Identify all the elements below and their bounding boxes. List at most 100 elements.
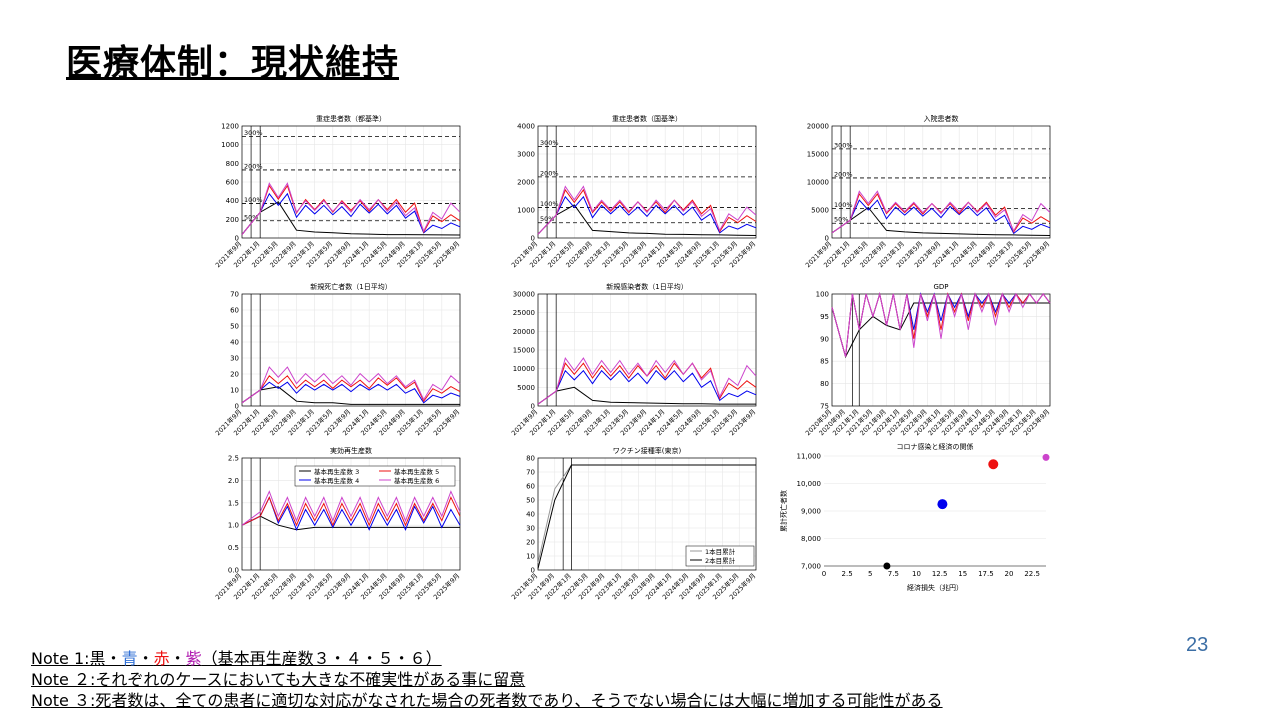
chart-title: ワクチン接種率(東京)	[613, 446, 682, 455]
page-number: 23	[1186, 634, 1209, 656]
y-tick-label: 25000	[513, 309, 535, 317]
y-tick-label: 0.0	[228, 567, 239, 575]
y-tick-label: 60	[230, 307, 239, 315]
series-line-black	[537, 464, 756, 569]
y-tick-label: 5000	[811, 207, 829, 215]
series-line-blue	[537, 369, 757, 405]
chart-vaccination: ワクチン接種率(東京)010203040506070802021年5月2021年…	[509, 446, 757, 601]
x-tick-label: 5	[868, 570, 872, 578]
series-line-black	[241, 386, 460, 405]
notes: Note 1:黒・青・赤・紫（基本再生産数３・４・５・６） Note ２:それぞ…	[31, 648, 943, 711]
y-tick-label: 20000	[807, 123, 829, 131]
chart-title: 重症患者数（国基準）	[612, 114, 682, 123]
plot-frame	[241, 125, 461, 239]
series-line-black	[241, 201, 461, 236]
chart-hospitalized: 入院患者数050001000015000200002021年9月2022年1月2…	[803, 114, 1051, 269]
y-tick-label: 2000	[517, 179, 535, 187]
y-tick-label: 1200	[221, 123, 239, 131]
y-tick-label: 600	[226, 179, 239, 187]
ref-line-label: 100%	[540, 200, 559, 208]
y-tick-label: 10	[526, 553, 535, 561]
x-tick-label: 7.5	[888, 570, 899, 578]
plot-frame	[241, 293, 461, 407]
series-line-black	[241, 515, 460, 531]
legend-entry: 1本目累計	[705, 547, 736, 556]
y-tick-label: 7,000	[801, 563, 821, 571]
plot-frame	[831, 293, 1051, 407]
y-tick-label: 15000	[807, 151, 829, 159]
note-1-purple: 紫	[185, 649, 202, 668]
note-1-sep: ・	[137, 649, 154, 668]
chart-covid-economy: コロナ感染と経済の関係 7,000 8,000 9,000 10,000 11,000 0 2…	[779, 442, 1050, 592]
x-tick-label: 12.5	[932, 570, 948, 578]
y-tick-label: 200	[226, 216, 239, 224]
note-1-black: 黒	[89, 649, 106, 668]
series-line-red	[241, 375, 461, 404]
series-line-red	[537, 362, 757, 405]
y-tick-label: 70	[526, 469, 535, 477]
chart-title: 入院患者数	[924, 114, 959, 123]
y-tick-label: 9,000	[801, 508, 821, 516]
plot-frame	[537, 125, 757, 239]
legend-box	[685, 545, 755, 567]
y-tick-label: 3000	[517, 151, 535, 159]
x-tick-label: 15	[958, 570, 967, 578]
y-tick-label: 20	[526, 539, 535, 547]
chart-severe-national: 重症患者数（国基準）010002000300040002021年9月2022年1…	[509, 114, 757, 269]
y-tick-label: 20000	[513, 328, 535, 336]
plot-frame	[241, 457, 461, 571]
y-tick-label: 10,000	[797, 480, 822, 488]
series-line-blue	[831, 199, 1051, 235]
scatter-point-purple	[1042, 453, 1050, 461]
y-tick-label: 2.0	[228, 477, 239, 485]
scatter-point-red	[988, 459, 999, 470]
note-3: Note ３:死者数は、全ての患者に適切な対応がなされた場合の死者数であり、そう…	[31, 691, 943, 710]
y-tick-label: 0.5	[228, 544, 239, 552]
chart-new-infections: 新規感染者数（1日平均） 0 5000 10000 15000 20000 25000 300…	[509, 282, 757, 437]
y-tick-label: 1000	[517, 207, 535, 215]
y-tick-label: 0	[825, 235, 829, 243]
plot-frame	[831, 125, 1051, 239]
y-tick-label: 60	[526, 483, 535, 491]
series-line-blue	[241, 381, 461, 404]
chart-severe-tokyo: 重症患者数（都基準）0200400600800100012002021年9月20…	[213, 114, 461, 269]
y-tick-label: 8,000	[801, 535, 821, 543]
scatter-point-black	[883, 562, 891, 570]
series-line-red	[241, 496, 461, 527]
series-line-black	[537, 386, 756, 405]
chart-title: 新規死亡者数（1日平均）	[310, 282, 391, 291]
y-tick-label: 0	[531, 235, 535, 243]
y-tick-label: 85	[820, 358, 829, 366]
series-line-purple	[537, 185, 757, 235]
y-tick-label: 80	[820, 380, 829, 388]
y-tick-label: 30000	[513, 291, 535, 299]
legend-box	[294, 465, 456, 487]
series-line-purple	[537, 356, 757, 405]
y-tick-label: 0	[235, 403, 239, 411]
y-tick-label: 11,000	[797, 453, 822, 461]
note-1-blue: 青	[121, 649, 138, 668]
y-axis-label: 累計死亡者数	[779, 490, 788, 532]
x-tick-label: 20	[1005, 570, 1014, 578]
ref-line-label: 300%	[540, 139, 559, 147]
y-tick-label: 80	[526, 455, 535, 463]
y-tick-label: 30	[230, 355, 239, 363]
y-tick-label: 800	[226, 160, 239, 168]
chart-title: 重症患者数（都基準）	[316, 114, 386, 123]
plot-frame	[537, 293, 757, 407]
y-tick-label: 20	[230, 371, 239, 379]
y-tick-label: 400	[226, 197, 239, 205]
ref-line-label: 300%	[834, 141, 853, 149]
legend-entry: 2本目累計	[705, 556, 736, 565]
y-tick-label: 10000	[807, 179, 829, 187]
legend-entry: 基本再生産数 5	[394, 467, 439, 476]
x-tick-label: 22.5	[1024, 570, 1040, 578]
y-tick-label: 50	[526, 497, 535, 505]
series-line-purple	[241, 182, 461, 235]
x-tick-label: 2.5	[842, 570, 853, 578]
ref-line-label: 300%	[244, 129, 263, 137]
note-1-suffix: （基本再生産数３・４・５・６）	[201, 649, 442, 668]
y-tick-label: 1.5	[228, 499, 239, 507]
y-tick-label: 0	[531, 567, 535, 575]
ref-line-label: 100%	[834, 201, 853, 209]
